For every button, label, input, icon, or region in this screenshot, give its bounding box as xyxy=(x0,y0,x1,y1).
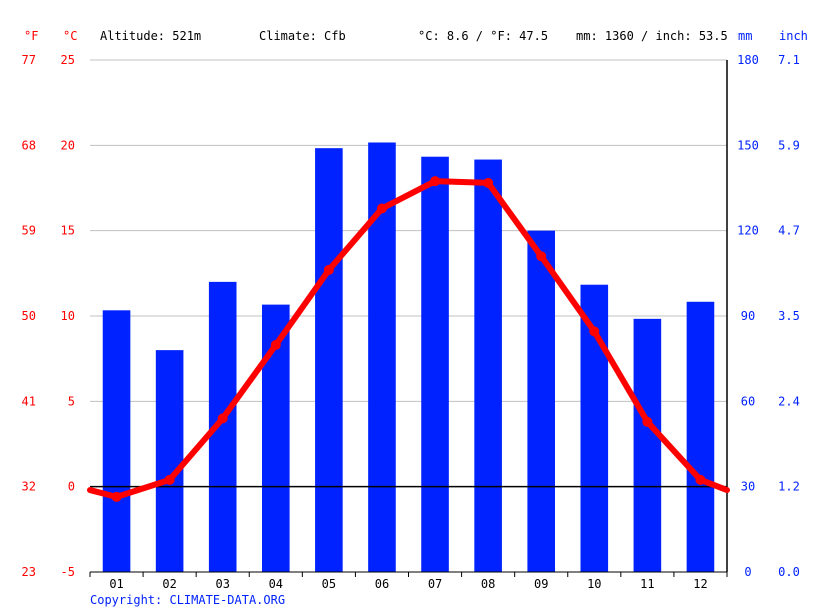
mm-unit-label: mm xyxy=(738,29,752,43)
inch-tick-label: 4.7 xyxy=(778,224,800,238)
inch-tick-label: 2.4 xyxy=(778,394,800,408)
temperature-point xyxy=(536,251,547,262)
inch-tick-label: 0.0 xyxy=(778,565,800,579)
month-label: 11 xyxy=(640,577,654,591)
precipitation-bars xyxy=(102,142,715,573)
precipitation-bar xyxy=(315,148,343,572)
temperature-line-path xyxy=(87,178,730,500)
mm-tick-label: 180 xyxy=(737,53,759,67)
month-label: 05 xyxy=(322,577,336,591)
month-label: 02 xyxy=(162,577,176,591)
fahrenheit-tick-label: 77 xyxy=(22,53,36,67)
temperature-point xyxy=(376,203,387,214)
temperature-point xyxy=(164,474,175,485)
precipitation-bar xyxy=(421,156,449,572)
month-label: 01 xyxy=(109,577,123,591)
precipitation-bar xyxy=(686,301,715,572)
fahrenheit-tick-label: 59 xyxy=(22,224,36,238)
fahrenheit-unit-label: °F xyxy=(24,29,38,43)
celsius-tick-label: 0 xyxy=(68,480,75,494)
temperature-point xyxy=(430,176,441,187)
celsius-unit-label: °C xyxy=(63,29,77,43)
month-label: 09 xyxy=(534,577,548,591)
inch-tick-label: 1.2 xyxy=(778,480,800,494)
copyright-link[interactable]: Copyright: CLIMATE-DATA.ORG xyxy=(90,593,285,607)
inch-tick-label: 7.1 xyxy=(778,53,800,67)
mm-tick-label: 90 xyxy=(741,309,755,323)
gridlines xyxy=(90,59,727,402)
precipitation-bar xyxy=(527,230,556,572)
fahrenheit-tick-label: 50 xyxy=(22,309,36,323)
tick-labels: 23 -5 32 0 41 5 50 10 59 15 68 20 77 25 0 0.0 30 1.2 60 2.4… xyxy=(22,53,800,591)
altitude-label: Altitude: 521m xyxy=(100,29,201,43)
celsius-tick-label: 20 xyxy=(61,138,75,152)
celsius-tick-label: 25 xyxy=(61,53,75,67)
temperature-point xyxy=(111,491,122,502)
precipitation-bar xyxy=(102,310,131,572)
precipitation-total-label: mm: 1360 / inch: 53.5 xyxy=(576,29,728,43)
mm-tick-label: 120 xyxy=(737,224,759,238)
temperature-average-label: °C: 8.6 / °F: 47.5 xyxy=(418,29,548,43)
precipitation-bar xyxy=(368,142,396,572)
climate-label: Climate: Cfb xyxy=(259,29,346,43)
temperature-point xyxy=(642,416,653,427)
mm-tick-label: 60 xyxy=(741,394,755,408)
celsius-tick-label: 10 xyxy=(61,309,75,323)
temperature-point xyxy=(270,340,281,351)
inch-tick-label: 3.5 xyxy=(778,309,800,323)
month-label: 04 xyxy=(269,577,283,591)
precipitation-bar xyxy=(633,318,662,572)
month-label: 12 xyxy=(693,577,707,591)
month-label: 10 xyxy=(587,577,601,591)
month-label: 07 xyxy=(428,577,442,591)
temperature-point xyxy=(695,474,706,485)
mm-tick-label: 150 xyxy=(737,138,759,152)
temperature-point xyxy=(217,413,228,424)
temperature-point xyxy=(323,264,334,275)
celsius-tick-label: 15 xyxy=(61,224,75,238)
celsius-tick-label: -5 xyxy=(61,565,75,579)
temperature-point xyxy=(483,177,494,188)
precipitation-bar xyxy=(474,159,502,573)
month-label: 03 xyxy=(215,577,229,591)
fahrenheit-tick-label: 41 xyxy=(22,394,36,408)
inch-unit-label: inch xyxy=(779,29,808,43)
axes xyxy=(89,60,728,577)
celsius-tick-label: 5 xyxy=(68,394,75,408)
temperature-line xyxy=(87,176,730,502)
fahrenheit-tick-label: 32 xyxy=(22,480,36,494)
mm-tick-label: 30 xyxy=(741,480,755,494)
fahrenheit-tick-label: 68 xyxy=(22,138,36,152)
mm-tick-label: 0 xyxy=(744,565,751,579)
month-label: 06 xyxy=(375,577,389,591)
temperature-point xyxy=(589,326,600,337)
precipitation-bar xyxy=(155,350,184,572)
fahrenheit-tick-label: 23 xyxy=(22,565,36,579)
month-label: 08 xyxy=(481,577,495,591)
inch-tick-label: 5.9 xyxy=(778,138,800,152)
